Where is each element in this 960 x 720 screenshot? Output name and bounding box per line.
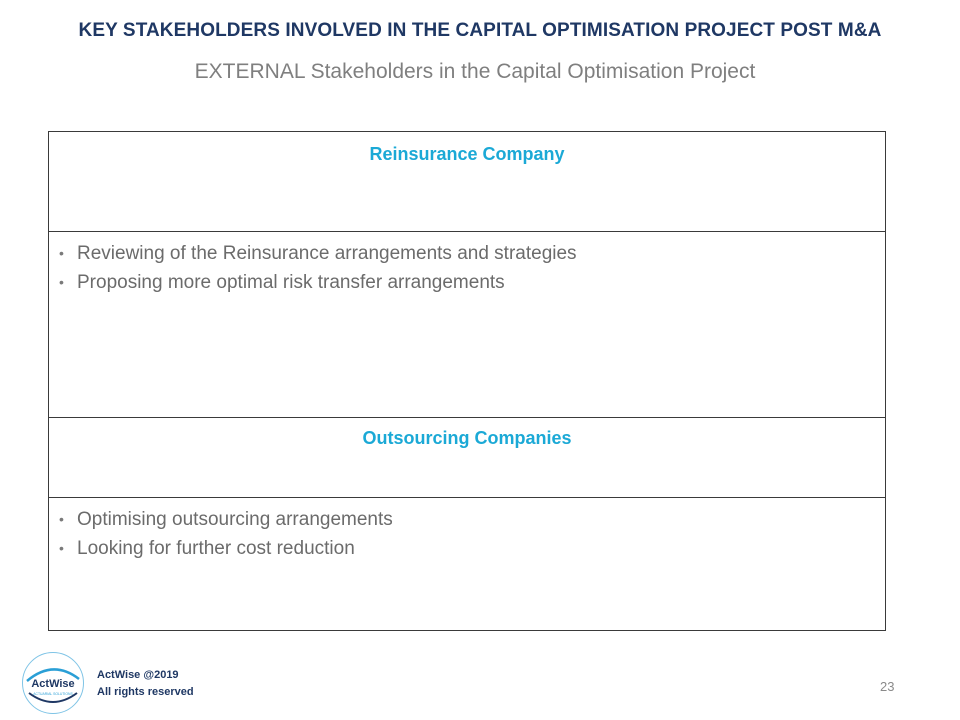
bullet-text: Optimising outsourcing arrangements — [77, 509, 393, 530]
page-number: 23 — [880, 679, 895, 694]
bullet-text: Reviewing of the Reinsurance arrangement… — [77, 243, 577, 264]
logo-name: ActWise — [31, 678, 74, 690]
outsourcing-heading-row: Outsourcing Companies — [49, 417, 885, 497]
list-item: • Optimising outsourcing arrangements — [59, 505, 885, 534]
list-item: • Proposing more optimal risk transfer ar… — [59, 268, 885, 297]
slide-subtitle: EXTERNAL Stakeholders in the Capital Opt… — [194, 60, 756, 83]
bullet-icon: • — [59, 245, 64, 261]
bullet-text: Proposing more optimal risk transfer arr… — [77, 272, 505, 293]
reinsurance-heading-row: Reinsurance Company — [49, 132, 885, 231]
copyright-text: ActWise @2019 — [97, 669, 179, 681]
logo-tagline: ACTUARIAL SOLUTIONS — [33, 692, 73, 696]
actwise-logo-icon: ActWise ACTUARIAL SOLUTIONS — [26, 668, 80, 703]
stakeholders-table: Reinsurance Company • Reviewing of the Re… — [48, 131, 886, 631]
bullet-text: Looking for further cost reduction — [77, 538, 355, 559]
reinsurance-bullet-list: • Reviewing of the Reinsurance arrangemen… — [49, 232, 885, 297]
bullet-icon: • — [59, 274, 64, 290]
outsourcing-heading: Outsourcing Companies — [362, 428, 572, 448]
actwise-logo: ActWise ACTUARIAL SOLUTIONS — [22, 652, 84, 714]
rights-text: All rights reserved — [97, 686, 194, 698]
list-item: • Reviewing of the Reinsurance arrangemen… — [59, 239, 885, 268]
reinsurance-bullets-row: • Reviewing of the Reinsurance arrangemen… — [49, 231, 885, 417]
list-item: • Looking for further cost reduction — [59, 534, 885, 563]
reinsurance-heading: Reinsurance Company — [369, 144, 565, 164]
slide-title: KEY STAKEHOLDERS INVOLVED IN THE CAPITAL… — [78, 20, 882, 41]
bullet-icon: • — [59, 511, 64, 527]
footer-copyright-block: ActWise @2019 All rights reserved — [97, 667, 194, 701]
outsourcing-bullets-row: • Optimising outsourcing arrangements • Lo… — [49, 497, 885, 631]
outsourcing-bullet-list: • Optimising outsourcing arrangements • Lo… — [49, 498, 885, 563]
bullet-icon: • — [59, 540, 64, 556]
